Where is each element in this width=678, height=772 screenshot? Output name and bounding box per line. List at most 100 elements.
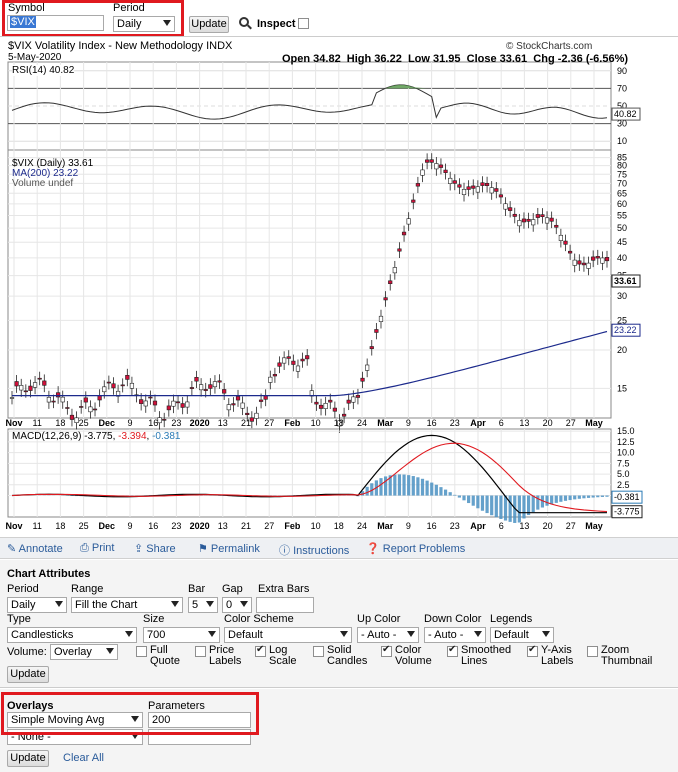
- candle-body: [535, 214, 540, 218]
- candle-body: [212, 381, 218, 388]
- chart-date: 5-May-2020: [8, 52, 62, 63]
- attr-legends-select[interactable]: Default: [490, 627, 554, 643]
- candle-body: [92, 408, 98, 411]
- attr-range-select[interactable]: Fill the Chart: [71, 597, 183, 613]
- overlay-2-params[interactable]: [148, 729, 251, 745]
- print-link[interactable]: ⎙ Print: [80, 542, 114, 555]
- attr-downcolor-value: - Auto -: [428, 629, 464, 641]
- x-axis-label: 11: [33, 418, 42, 428]
- candle-body: [23, 390, 28, 393]
- overlay-1-select[interactable]: Simple Moving Avg: [7, 712, 143, 728]
- x-axis-label: 16: [148, 521, 158, 531]
- attr-upcolor-value: - Auto -: [361, 629, 397, 641]
- candle-body: [586, 262, 591, 269]
- candle-body: [425, 159, 430, 163]
- x-axis-label: 9: [127, 521, 132, 531]
- candle-body: [568, 250, 573, 254]
- attr-check-yaxis[interactable]: [527, 644, 538, 657]
- candle-body: [115, 390, 121, 397]
- attr-gap-select[interactable]: 0: [222, 597, 252, 613]
- macd-histogram-bar: [559, 495, 563, 502]
- candle-body: [443, 169, 448, 173]
- rsi-overbought-fill: [385, 84, 428, 89]
- attr-check-zoom[interactable]: [587, 646, 598, 657]
- candle-body: [295, 365, 301, 372]
- attr-scheme-select[interactable]: Default: [224, 627, 352, 643]
- candle-body: [157, 417, 162, 424]
- chart-image[interactable]: 907050301040.828580757065605550454035302…: [0, 36, 678, 536]
- candle-body: [411, 199, 416, 203]
- candle-body: [208, 384, 213, 389]
- attr-check-label: Full Quote: [150, 644, 180, 667]
- overlays-update-button[interactable]: Update: [7, 750, 49, 767]
- update-button-top[interactable]: Update: [189, 16, 229, 33]
- macd-histogram-bar: [591, 495, 595, 498]
- candle-body: [392, 267, 397, 274]
- macd-histogram-bar: [582, 495, 586, 499]
- attr-upcolor-select[interactable]: - Auto -: [357, 627, 419, 643]
- clear-all-link[interactable]: Clear All: [63, 752, 104, 764]
- attr-check-price[interactable]: [195, 646, 206, 657]
- attr-volume-value: Overlay: [54, 646, 92, 658]
- attr-period-select[interactable]: Daily: [7, 597, 67, 613]
- attr-type-select[interactable]: Candlesticks: [7, 627, 137, 643]
- candle-body: [332, 407, 337, 412]
- price-tick-label: 30: [617, 291, 627, 301]
- x-axis-label: 16: [427, 521, 437, 531]
- macd-histogram-bar: [526, 495, 531, 516]
- instructions-link[interactable]: ⓘ Instructions: [279, 542, 349, 558]
- candle-body: [475, 186, 480, 193]
- chevron-down-icon: [106, 648, 114, 654]
- candle-body: [189, 387, 194, 389]
- symbol-input[interactable]: $VIX: [7, 15, 104, 31]
- x-axis-label: 16: [148, 418, 158, 428]
- attr-bar-select[interactable]: 5: [188, 597, 218, 613]
- attr-check-solid[interactable]: [313, 646, 324, 657]
- macd-histogram-bar: [577, 495, 581, 499]
- x-axis-label: 9: [127, 418, 132, 428]
- macd-tick-label: 10.0: [617, 448, 635, 458]
- candle-body: [360, 377, 365, 382]
- candle-body: [558, 234, 563, 241]
- attr-volume-select[interactable]: Overlay: [50, 644, 118, 660]
- attr-check-log[interactable]: [255, 644, 266, 657]
- candle-body: [577, 260, 582, 265]
- attr-extrabars-input[interactable]: [256, 597, 314, 613]
- x-axis-label: 13: [218, 418, 228, 428]
- report-problems-link[interactable]: ❓ Report Problems: [366, 542, 465, 555]
- x-axis-label: Feb: [284, 418, 301, 428]
- inspect-icon: [239, 17, 249, 27]
- macd-line: [11, 434, 607, 514]
- period-select[interactable]: Daily: [113, 16, 175, 32]
- annotate-link[interactable]: ✎ Annotate: [7, 542, 63, 555]
- inspect-icon-handle: [247, 24, 252, 30]
- x-axis-label: 25: [79, 418, 89, 428]
- macd-tick-label: 2.5: [617, 480, 630, 490]
- attr-scheme-label: Color Scheme: [224, 613, 294, 625]
- macd-histogram-bar: [416, 477, 420, 496]
- overlay-2-select[interactable]: - None -: [7, 729, 143, 745]
- candle-body: [604, 257, 610, 262]
- candle-body: [129, 382, 135, 389]
- overlay-1-params[interactable]: 200: [148, 712, 251, 728]
- chart-attributes-panel: Chart Attributes Period Range Bar Gap Ex…: [0, 560, 678, 688]
- attr-downcolor-select[interactable]: - Auto -: [424, 627, 486, 643]
- permalink-link[interactable]: ⚑ Permalink: [198, 542, 260, 555]
- candle-body: [125, 374, 130, 380]
- inspect-checkbox[interactable]: [298, 18, 309, 29]
- overlays-panel: Overlays Parameters Simple Moving Avg 20…: [0, 689, 678, 772]
- attr-check-color[interactable]: [381, 644, 392, 657]
- macd-v3: -0.381: [152, 431, 181, 442]
- attributes-update-button[interactable]: Update: [7, 666, 49, 683]
- share-link[interactable]: ⇪ Share: [134, 542, 176, 555]
- attr-size-select[interactable]: 700: [143, 627, 220, 643]
- attr-check-full[interactable]: [136, 646, 147, 657]
- candle-body: [600, 257, 605, 264]
- candle-body: [106, 381, 111, 384]
- candle-body: [508, 207, 513, 211]
- candle-body: [300, 358, 305, 362]
- attr-period-label: Period: [7, 583, 39, 595]
- candle-body: [14, 381, 19, 387]
- attr-check-smoothed[interactable]: [447, 644, 458, 657]
- macd-histogram-bar: [503, 495, 508, 521]
